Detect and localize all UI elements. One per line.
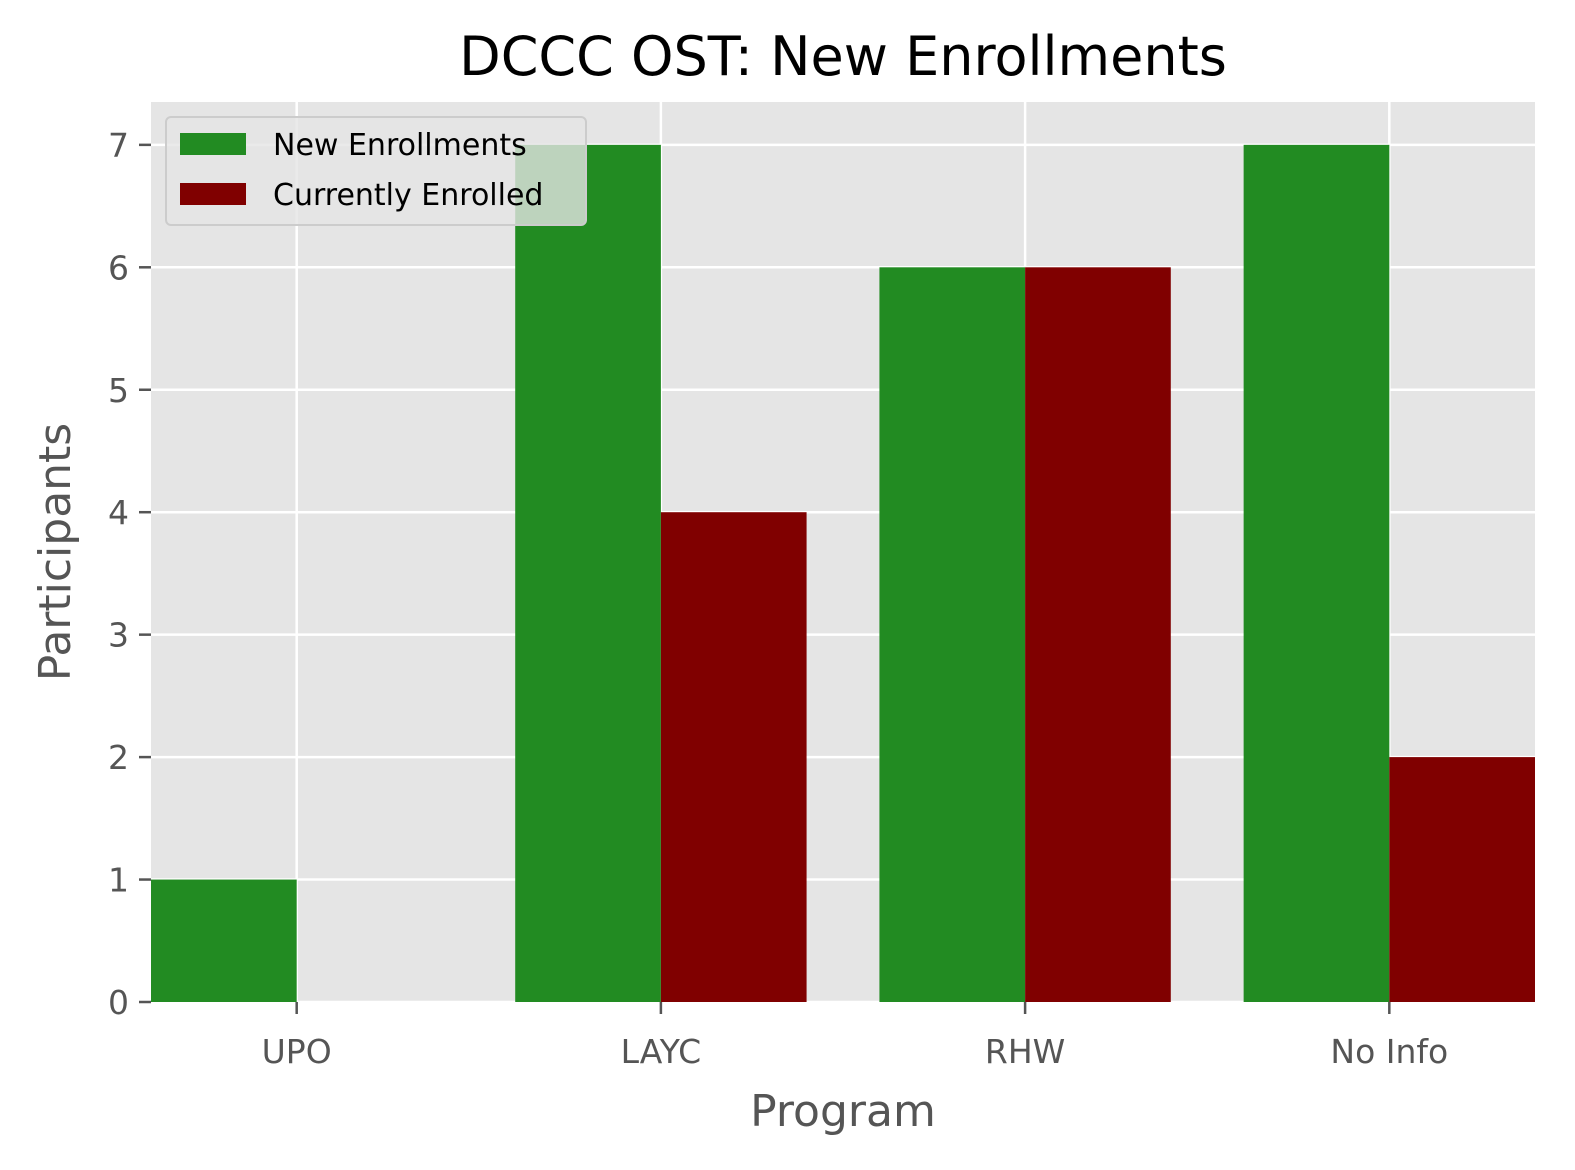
- y-tick-label: 3: [108, 616, 129, 655]
- x-axis-label: Program: [750, 1086, 936, 1137]
- y-axis-label: Participants: [30, 423, 81, 681]
- legend: New Enrollments Currently Enrolled: [165, 116, 587, 226]
- bar-new-enrollments-no-info: [1243, 144, 1390, 1002]
- y-tick-label: 6: [108, 248, 129, 287]
- y-tick-label: 5: [108, 371, 129, 410]
- y-tick-label: 2: [108, 738, 129, 777]
- bar-currently-enrolled-rhw: [1025, 267, 1171, 1002]
- y-tick-label: 4: [108, 493, 129, 532]
- bars: [151, 144, 1535, 1002]
- y-tick-label: 1: [108, 861, 129, 900]
- x-tick-label: LAYC: [621, 1032, 702, 1071]
- x-tick-label: UPO: [262, 1032, 332, 1071]
- legend-label: New Enrollments: [273, 128, 527, 163]
- bar-new-enrollments-rhw: [879, 267, 1026, 1002]
- x-tick-label: No Info: [1330, 1032, 1448, 1071]
- bar-new-enrollments-upo: [151, 879, 297, 1002]
- axis-ticks: 0 1 2 3 4 5 6 7 UPO LAYC RHW No Info: [108, 126, 1448, 1071]
- legend-label: Currently Enrolled: [273, 178, 543, 213]
- bar-currently-enrolled-layc: [660, 512, 807, 1002]
- legend-box: [165, 116, 587, 226]
- y-tick-label: 0: [108, 983, 129, 1022]
- bar-currently-enrolled-no-info: [1389, 757, 1535, 1002]
- x-tick-label: RHW: [985, 1032, 1065, 1071]
- legend-swatch: [180, 183, 246, 205]
- legend-swatch: [180, 133, 246, 155]
- y-tick-label: 7: [108, 126, 129, 165]
- bar-new-enrollments-layc: [515, 144, 661, 1002]
- chart-title: DCCC OST: New Enrollments: [459, 25, 1227, 88]
